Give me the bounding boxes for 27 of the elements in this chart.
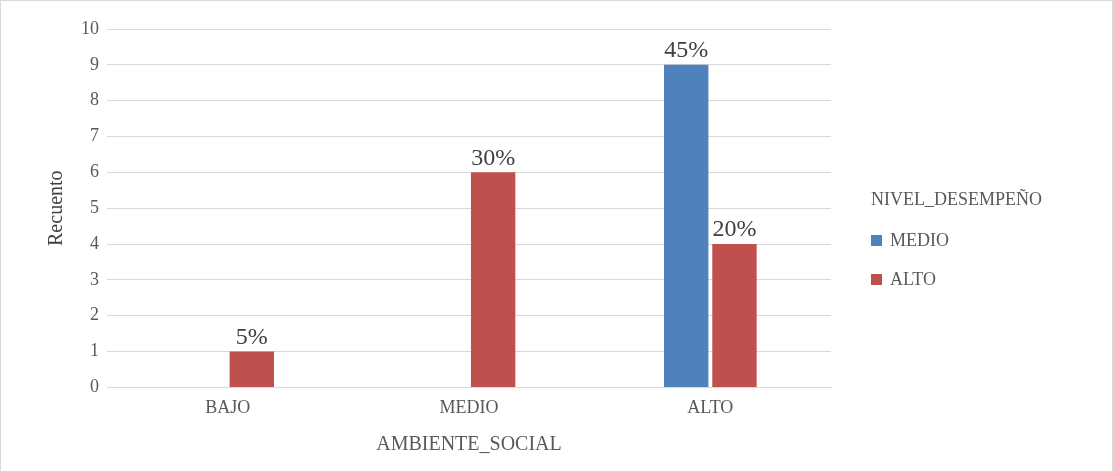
y-tick-label: 9 (90, 53, 99, 74)
y-tick-label: 6 (90, 161, 99, 182)
bar (664, 64, 709, 387)
y-tick-label: 10 (81, 17, 99, 38)
bar (712, 244, 757, 387)
y-tick-label: 4 (90, 232, 99, 253)
y-tick-label: 3 (90, 268, 99, 289)
y-tick-label: 8 (90, 89, 99, 110)
y-tick-label: 1 (90, 340, 99, 361)
legend-title: NIVEL_DESEMPEÑO (871, 189, 1042, 210)
y-tick-label: 2 (90, 304, 99, 325)
annotation: 5% (235, 322, 268, 349)
x-tick-label: BAJO (205, 396, 251, 417)
y-tick-label: 7 (90, 125, 99, 146)
bar (470, 172, 516, 387)
y-tick-label: 5 (90, 196, 99, 217)
annotation: 20% (712, 215, 757, 242)
x-tick-label: ALTO (687, 396, 734, 417)
x-tick-label: MEDIO (439, 396, 499, 417)
legend-label: MEDIO (890, 230, 949, 251)
legend-label: ALTO (890, 269, 937, 290)
bar (229, 351, 274, 387)
x-axis-title: AMBIENTE_SOCIAL (376, 432, 562, 455)
y-axis-title: Recuento (44, 170, 67, 246)
annotation: 45% (664, 36, 709, 63)
annotation: 30% (471, 143, 516, 170)
y-tick-label: 0 (90, 376, 99, 397)
